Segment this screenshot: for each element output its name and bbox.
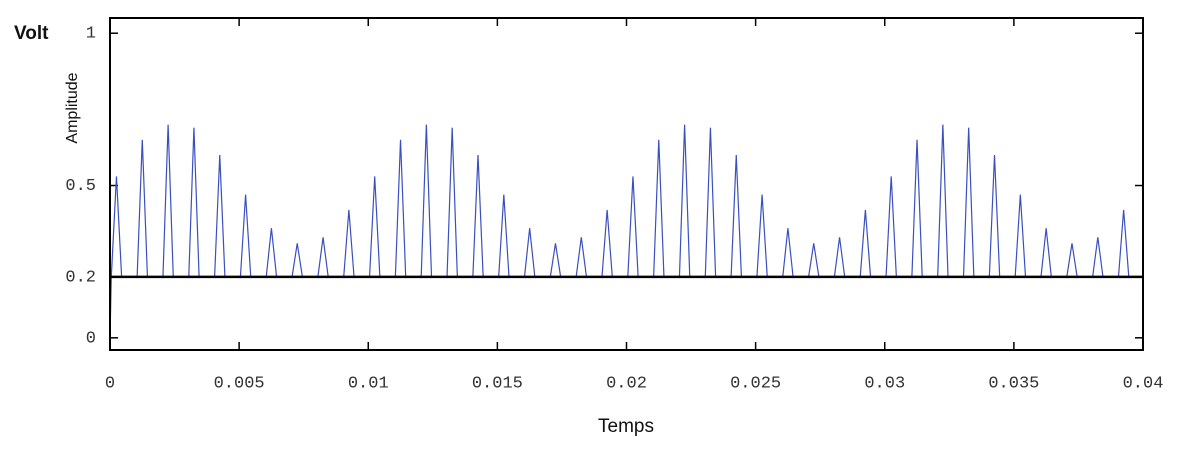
x-tick-label: 0.025 bbox=[730, 374, 781, 393]
x-axis-label: Temps bbox=[598, 416, 654, 437]
x-tick-label: 0.015 bbox=[472, 374, 523, 393]
chart-title: Volt bbox=[14, 23, 49, 44]
x-tick-label: 0.035 bbox=[988, 374, 1039, 393]
x-tick-label: 0 bbox=[105, 374, 115, 393]
y-tick-label: 0.5 bbox=[65, 177, 96, 196]
x-tick-label: 0.04 bbox=[1123, 374, 1164, 393]
y-tick-label: 0 bbox=[86, 329, 96, 348]
plot-frame bbox=[109, 17, 1144, 351]
x-tick-label: 0.02 bbox=[606, 374, 647, 393]
y-axis-label: Amplitude bbox=[64, 72, 81, 143]
x-tick-label: 0.005 bbox=[214, 374, 265, 393]
x-tick-label: 0.01 bbox=[348, 374, 389, 393]
x-tick-label: 0.03 bbox=[864, 374, 905, 393]
y-tick-label: 0.2 bbox=[65, 268, 96, 287]
y-tick-label: 1 bbox=[86, 25, 96, 44]
